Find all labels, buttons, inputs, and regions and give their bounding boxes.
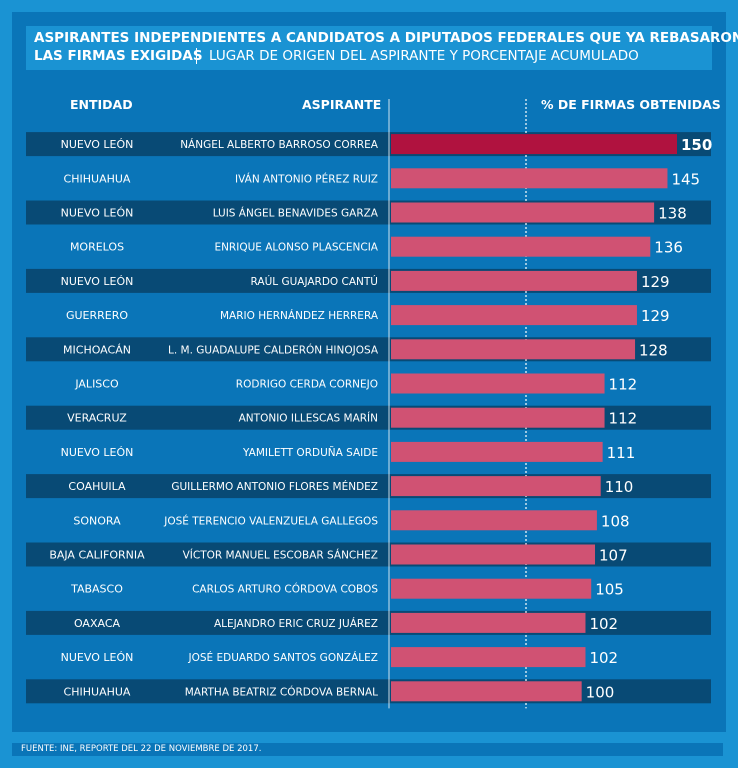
value-label: 150: [681, 136, 712, 154]
entidad-label: NUEVO LEÓN: [61, 138, 134, 151]
row-stripe: [26, 610, 711, 635]
aspirante-label: ANTONIO ILLESCAS MARÍN: [239, 412, 378, 425]
entidad-label: CHIHUAHUA: [64, 172, 131, 185]
aspirante-label: GUILLERMO ANTONIO FLORES MÉNDEZ: [171, 480, 378, 493]
aspirante-label: CARLOS ARTURO CÓRDOVA COBOS: [192, 583, 378, 596]
entidad-label: VERACRUZ: [67, 412, 127, 425]
value-label: 112: [609, 376, 638, 394]
value-label: 129: [641, 307, 670, 325]
entidad-label: NUEVO LEÓN: [61, 275, 134, 288]
value-label: 102: [589, 649, 618, 667]
entidad-label: NUEVO LEÓN: [61, 446, 134, 459]
value-label: 100: [586, 683, 615, 701]
bar: [391, 202, 655, 223]
bar: [391, 236, 651, 257]
bar: [391, 168, 668, 189]
bar: [391, 373, 605, 394]
row-stripe: [26, 542, 711, 567]
bar: [391, 681, 582, 702]
bar: [391, 476, 601, 497]
entidad-label: COAHUILA: [68, 480, 126, 493]
aspirante-label: ALEJANDRO ERIC CRUZ JUÁREZ: [214, 617, 378, 630]
value-label: 145: [671, 170, 700, 188]
bar: [391, 407, 605, 428]
value-label: 128: [639, 341, 668, 359]
value-label: 112: [609, 410, 638, 428]
bar: [391, 647, 586, 668]
column-header-aspirante: ASPIRANTE: [302, 97, 382, 112]
aspirante-label: JOSÉ EDUARDO SANTOS GONZÁLEZ: [188, 651, 378, 664]
chart-title-line1: ASPIRANTES INDEPENDIENTES A CANDIDATOS A…: [34, 30, 738, 46]
aspirante-label: VÍCTOR MANUEL ESCOBAR SÁNCHEZ: [183, 549, 378, 562]
value-label: 107: [599, 547, 628, 565]
bar: [391, 441, 603, 462]
aspirante-label: MARIO HERNÁNDEZ HERRERA: [220, 309, 379, 322]
bar: [391, 544, 596, 565]
entidad-label: SONORA: [73, 514, 121, 527]
entidad-label: TABASCO: [70, 583, 123, 596]
value-label: 102: [589, 615, 618, 633]
entidad-label: JALISCO: [74, 378, 119, 391]
value-label: 105: [595, 581, 624, 599]
aspirante-label: YAMILETT ORDUÑA SAIDE: [242, 446, 378, 459]
aspirante-label: RAÚL GUAJARDO CANTÚ: [251, 275, 378, 288]
aspirante-label: JOSÉ TERENCIO VALENZUELA GALLEGOS: [163, 514, 378, 527]
chart-subtitle: LUGAR DE ORIGEN DEL ASPIRANTE Y PORCENTA…: [196, 48, 639, 64]
column-header-entidad: ENTIDAD: [70, 97, 133, 112]
bar: [391, 305, 637, 326]
aspirante-label: RODRIGO CERDA CORNEJO: [236, 379, 378, 391]
aspirante-label: IVÁN ANTONIO PÉREZ RUIZ: [235, 172, 378, 185]
entidad-label: BAJA CALIFORNIA: [49, 549, 145, 562]
column-header-porcentaje: % DE FIRMAS OBTENIDAS: [541, 97, 721, 112]
entidad-label: CHIHUAHUA: [64, 685, 131, 698]
entidad-label: OAXACA: [74, 617, 121, 630]
chart-title-line2: LAS FIRMAS EXIGIDAS: [34, 48, 203, 64]
source-note: FUENTE: INE, REPORTE DEL 22 DE NOVIEMBRE…: [21, 744, 262, 754]
entidad-label: NUEVO LEÓN: [61, 207, 134, 220]
bar: [391, 134, 677, 155]
bar: [391, 612, 586, 633]
aspirante-label: NÁNGEL ALBERTO BARROSO CORREA: [180, 138, 379, 151]
bar: [391, 578, 592, 599]
value-label: 138: [658, 205, 687, 223]
bar: [391, 339, 636, 360]
aspirante-label: L. M. GUADALUPE CALDERÓN HINOJOSA: [168, 343, 379, 356]
aspirante-label: MARTHA BEATRIZ CÓRDOVA BERNAL: [185, 685, 378, 698]
footer-bar: [12, 743, 723, 756]
title-banner: [26, 26, 712, 70]
value-label: 136: [654, 239, 683, 257]
entidad-label: NUEVO LEÓN: [61, 651, 134, 664]
bar: [391, 510, 597, 531]
value-label: 129: [641, 273, 670, 291]
entidad-label: GUERRERO: [66, 309, 128, 322]
entidad-label: MORELOS: [70, 241, 124, 254]
aspirante-label: LUIS ÁNGEL BENAVIDES GARZA: [213, 207, 379, 220]
entidad-label: MICHOACÁN: [63, 343, 131, 356]
value-label: 110: [605, 478, 634, 496]
value-label: 108: [601, 512, 630, 530]
row-stripe: [26, 679, 711, 704]
bar: [391, 270, 637, 291]
value-label: 111: [607, 444, 636, 462]
aspirante-label: ENRIQUE ALONSO PLASCENCIA: [214, 242, 378, 254]
